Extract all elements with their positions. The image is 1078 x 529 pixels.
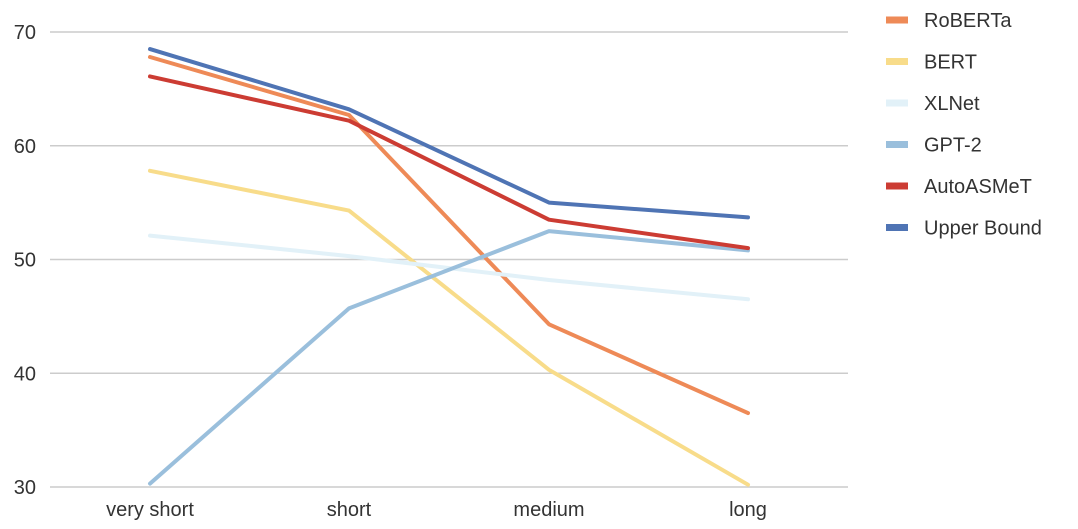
y-tick-label: 50 [14,250,36,272]
legend-label: GPT-2 [924,135,982,157]
series-line-gpt-2 [148,229,750,486]
legend-label: AutoASMeT [924,176,1032,198]
y-tick-label: 60 [14,136,36,158]
legend: RoBERTa BERT XLNet GPT-2 AutoASMeT Upper Boun… [886,10,1042,240]
series-line-autoasmet [148,74,750,251]
y-tick-label: 30 [14,477,36,499]
legend-swatch [886,16,908,24]
series-line-bert [148,168,750,487]
x-tick-label: medium [513,499,584,521]
gridlines [50,31,848,488]
legend-swatch [886,182,908,190]
legend-label: RoBERTa [924,10,1012,32]
y-tick-label: 40 [14,363,36,385]
x-tick-label: long [729,499,767,521]
legend-swatch [886,58,908,65]
y-axis-ticks: 70 60 50 40 30 [14,22,36,499]
legend-label: Upper Bound [924,218,1042,240]
legend-swatch [886,141,908,148]
series-lines [148,47,750,487]
x-tick-label: very short [106,499,194,521]
y-tick-label: 70 [14,22,36,44]
x-tick-label: short [327,499,372,521]
legend-swatch [886,224,908,231]
legend-label: BERT [924,52,977,74]
series-line-roberta [148,55,750,416]
legend-swatch [886,99,908,107]
x-axis-ticks: very short short medium long [106,499,767,521]
series-line-upper-bound [148,47,750,220]
legend-label: XLNet [924,93,980,115]
